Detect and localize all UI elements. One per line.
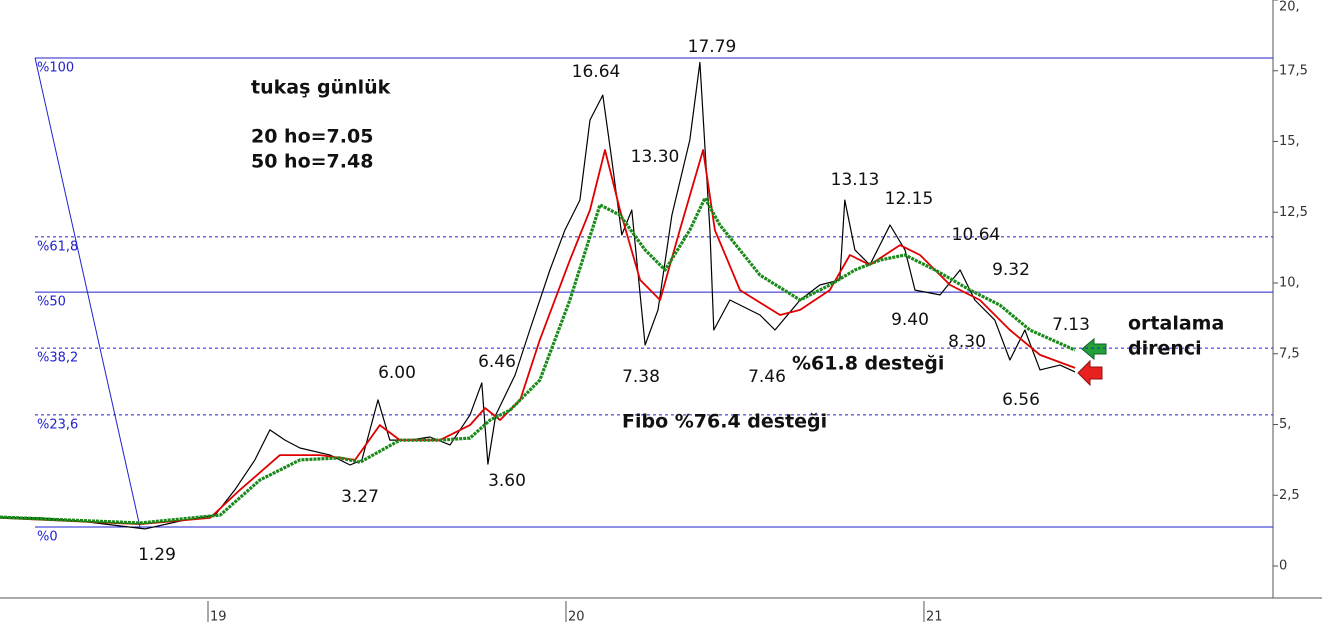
y-tick-label: 12,5 xyxy=(1279,205,1308,220)
annotation: ortalama xyxy=(1128,313,1224,335)
price-label: 8.30 xyxy=(948,332,986,352)
price-label: 7.13 xyxy=(1052,315,1090,335)
series-line xyxy=(0,196,1076,525)
x-tick-label: 21 xyxy=(926,610,943,624)
annotation: direnci xyxy=(1128,338,1202,360)
fibo-label: %0 xyxy=(37,529,58,544)
price-label: 6.00 xyxy=(378,363,416,383)
fibo-label: %23,6 xyxy=(37,417,78,432)
fibo-label: %61,8 xyxy=(37,239,78,254)
y-tick-label: 15, xyxy=(1279,134,1300,149)
annotation: tukaş günlük xyxy=(251,77,391,99)
price-label: 13.30 xyxy=(631,147,680,167)
price-label: 16.64 xyxy=(572,62,621,82)
fibo-label: %50 xyxy=(37,295,66,310)
price-label: 12.15 xyxy=(885,189,934,209)
price-label: 13.13 xyxy=(831,170,880,190)
y-tick-label: 5, xyxy=(1279,417,1291,432)
price-label: 3.60 xyxy=(488,471,526,491)
red-arrow xyxy=(1077,359,1103,387)
series-line xyxy=(0,61,1076,530)
price-label: 3.27 xyxy=(341,487,379,507)
annotation: %61.8 desteği xyxy=(792,353,944,375)
annotation: Fibo %76.4 desteği xyxy=(622,411,827,433)
price-label: 1.29 xyxy=(138,545,176,565)
green-arrow xyxy=(1081,337,1107,361)
price-label: 17.79 xyxy=(688,37,737,57)
x-tick-label: 20 xyxy=(568,610,585,624)
price-label: 7.46 xyxy=(748,367,786,387)
y-tick-label: 0 xyxy=(1279,559,1287,574)
y-tick-label: 10, xyxy=(1279,276,1300,291)
annotation: 20 ho=7.05 xyxy=(251,126,373,148)
annotation: 50 ho=7.48 xyxy=(251,151,373,173)
price-label: 7.38 xyxy=(622,367,660,387)
y-tick-label: 2,5 xyxy=(1279,488,1300,503)
price-label: 9.40 xyxy=(891,310,929,330)
fibo-trend xyxy=(34,57,141,528)
price-label: 9.32 xyxy=(992,260,1030,280)
y-tick-label: 20, xyxy=(1279,0,1300,15)
y-tick-label: 7,5 xyxy=(1279,346,1300,361)
fibo-label: %100 xyxy=(37,61,74,76)
y-tick-label: 17,5 xyxy=(1279,63,1308,78)
price-label: 10.64 xyxy=(952,225,1001,245)
x-tick-label: 19 xyxy=(210,610,227,624)
price-label: 6.56 xyxy=(1002,390,1040,410)
fibo-label: %38,2 xyxy=(37,351,78,366)
price-label: 6.46 xyxy=(478,352,516,372)
